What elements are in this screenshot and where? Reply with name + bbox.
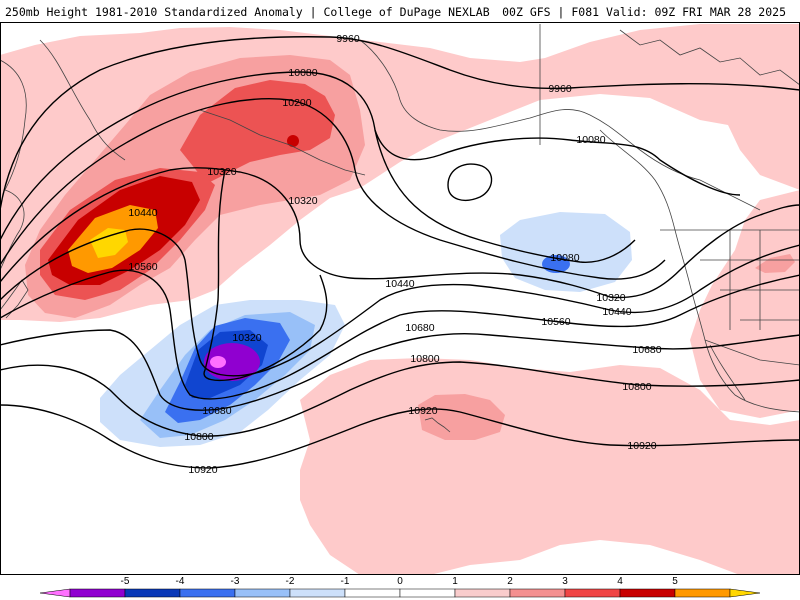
contour-label-10320-a: 10320 — [207, 166, 236, 178]
contour-label-9960-a: 9960 — [336, 33, 360, 45]
contour-label-10560-a: 10560 — [128, 261, 157, 273]
colorbar-tick-label: 5 — [672, 576, 678, 587]
contour-label-10080-a: 10080 — [288, 67, 317, 79]
contour-label-10440-a: 10440 — [128, 207, 157, 219]
contour-10200 — [0, 98, 666, 280]
contour-10800 — [0, 361, 800, 437]
aleutians — [199, 109, 366, 176]
colorbar-segment — [179, 588, 236, 598]
contour-label-10440-c: 10440 — [602, 306, 631, 318]
colorbar-segment — [289, 588, 346, 598]
contour-10080 — [0, 71, 741, 241]
contour-label-10680-a: 10680 — [405, 322, 434, 334]
colorbar-segment — [619, 588, 676, 598]
colorbar-tick-label: -1 — [341, 576, 350, 587]
map-panel: 9960 9960 10080 10200 10320 10320 10440 … — [0, 22, 800, 575]
colorbar-segment — [69, 588, 126, 598]
alaska-coastline — [359, 39, 761, 211]
colorbar-segment — [399, 588, 456, 598]
contour-10440 — [0, 228, 800, 377]
height-contours — [0, 36, 800, 469]
contour-label-10800-c: 10800 — [622, 381, 651, 393]
contour-label-10800-b: 10800 — [184, 431, 213, 443]
contour-label-10920-a: 10920 — [408, 405, 437, 417]
colorbar-ticks: -5 -4 -3 -2 -1 0 1 2 3 4 5 — [121, 576, 679, 587]
colorbar-max-arrow — [729, 588, 761, 598]
anomaly-plus2-east — [755, 254, 795, 273]
valid-time: 00Z GFS | F081 Valid: 09Z FRI MAR 28 202… — [502, 5, 786, 19]
contour-label-10320-d: 10320 — [596, 292, 625, 304]
colorbar-segment — [234, 588, 291, 598]
contour-10680 — [0, 329, 800, 411]
baja-coast — [709, 344, 746, 401]
colorbar-tick-label: 0 — [397, 576, 403, 587]
colorbar-min-arrow — [39, 588, 71, 598]
japan-coastline — [0, 279, 29, 319]
colorbar-tick-label: 3 — [562, 576, 568, 587]
contour-label-10080-c: 10080 — [550, 252, 579, 264]
hawaii — [424, 417, 451, 433]
anomaly-plus4-spot — [287, 135, 299, 147]
colorbar-segment — [454, 588, 511, 598]
colorbar-segment — [564, 588, 621, 598]
colorbar: -5 -4 -3 -2 -1 0 1 2 3 4 5 — [39, 576, 761, 598]
anomaly-minus5 — [204, 343, 260, 381]
anomaly-minus1-east — [500, 212, 632, 292]
contour-label-10680-b: 10680 — [202, 405, 231, 417]
coastlines — [0, 24, 800, 433]
header-bar: 250mb Height 1981-2010 Standardized Anom… — [0, 0, 800, 22]
colorbar-bar — [39, 588, 761, 598]
colorbar-segment — [674, 588, 731, 598]
colorbar-segment — [344, 588, 401, 598]
contour-label-10320-b: 10320 — [288, 195, 317, 207]
contour-9960 — [0, 36, 800, 211]
anomaly-plus6 — [90, 228, 128, 258]
contour-label-10200: 10200 — [282, 97, 311, 109]
contour-label-10680-c: 10680 — [632, 344, 661, 356]
contour-labels: 9960 9960 10080 10200 10320 10320 10440 … — [128, 33, 661, 476]
contour-label-10920-c: 10920 — [627, 440, 656, 452]
chart-title: 250mb Height 1981-2010 Standardized Anom… — [5, 5, 490, 19]
contour-10920 — [0, 404, 800, 469]
contour-10080-trough — [374, 129, 636, 263]
contour-label-9960-b: 9960 — [548, 83, 572, 95]
contour-10320 — [0, 167, 800, 299]
arctic-islands — [619, 29, 800, 86]
contour-label-10080-b: 10080 — [576, 134, 605, 146]
contour-label-10920-b: 10920 — [188, 464, 217, 476]
asia-coastline — [0, 59, 27, 271]
contour-label-10440-b: 10440 — [385, 278, 414, 290]
anomaly-plus1-east — [690, 190, 800, 418]
colorbar-segment — [124, 588, 181, 598]
us-states-1 — [700, 230, 800, 330]
colorbar-tick-label: -5 — [121, 576, 130, 587]
kamchatka-coastline — [39, 39, 126, 161]
colorbar-tick-label: 2 — [507, 576, 513, 587]
canada-coast — [599, 129, 800, 413]
colorbar-tick-label: -2 — [286, 576, 295, 587]
colorbar-tick-label: -4 — [176, 576, 185, 587]
anomaly-plus2-south — [418, 394, 505, 440]
contour-label-10320-c: 10320 — [232, 332, 261, 344]
anomaly-minus6 — [210, 356, 226, 368]
contour-label-10560-b: 10560 — [541, 316, 570, 328]
contour-10560 — [0, 269, 800, 400]
contour-10320-trough — [203, 169, 328, 382]
contour-10080-closed — [447, 163, 493, 201]
contour-label-10800-a: 10800 — [410, 353, 439, 365]
mexico-border — [704, 339, 800, 366]
colorbar-tick-label: 4 — [617, 576, 623, 587]
colorbar-segment — [509, 588, 566, 598]
colorbar-tick-label: -3 — [231, 576, 240, 587]
colorbar-tick-label: 1 — [452, 576, 458, 587]
